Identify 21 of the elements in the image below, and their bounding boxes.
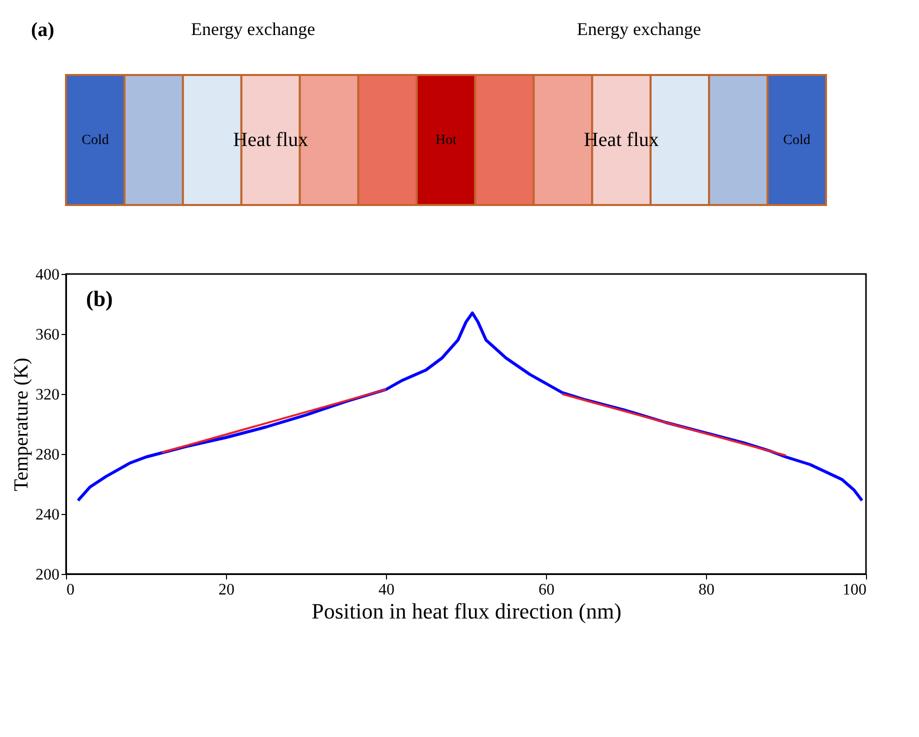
- y-tick-label: 360: [36, 326, 60, 344]
- x-tick-label: 20: [218, 582, 234, 598]
- y-axis-title: Temperature (K): [10, 358, 32, 492]
- x-tick-label: 100: [842, 582, 866, 598]
- text: Hot: [436, 133, 457, 148]
- y-tick-label: 400: [36, 266, 60, 284]
- y-tick-label: 280: [36, 446, 60, 464]
- x-tick-label: 0: [66, 582, 74, 598]
- text: (a): [30, 19, 54, 41]
- text: Energy exchange: [576, 19, 701, 39]
- y-tick-label: 240: [36, 506, 60, 524]
- y-tick-label: 200: [36, 566, 60, 584]
- text: Cold: [82, 133, 109, 148]
- x-tick-label: 80: [698, 582, 714, 598]
- x-axis-title: Position in heat flux direction (nm): [312, 598, 622, 624]
- text: Energy exchange: [191, 19, 316, 39]
- x-tick-label: 60: [538, 582, 554, 598]
- annotation: (b): [86, 286, 113, 311]
- y-tick-label: 320: [36, 386, 60, 404]
- text: Cold: [783, 133, 810, 148]
- x-tick-label: 40: [378, 582, 394, 598]
